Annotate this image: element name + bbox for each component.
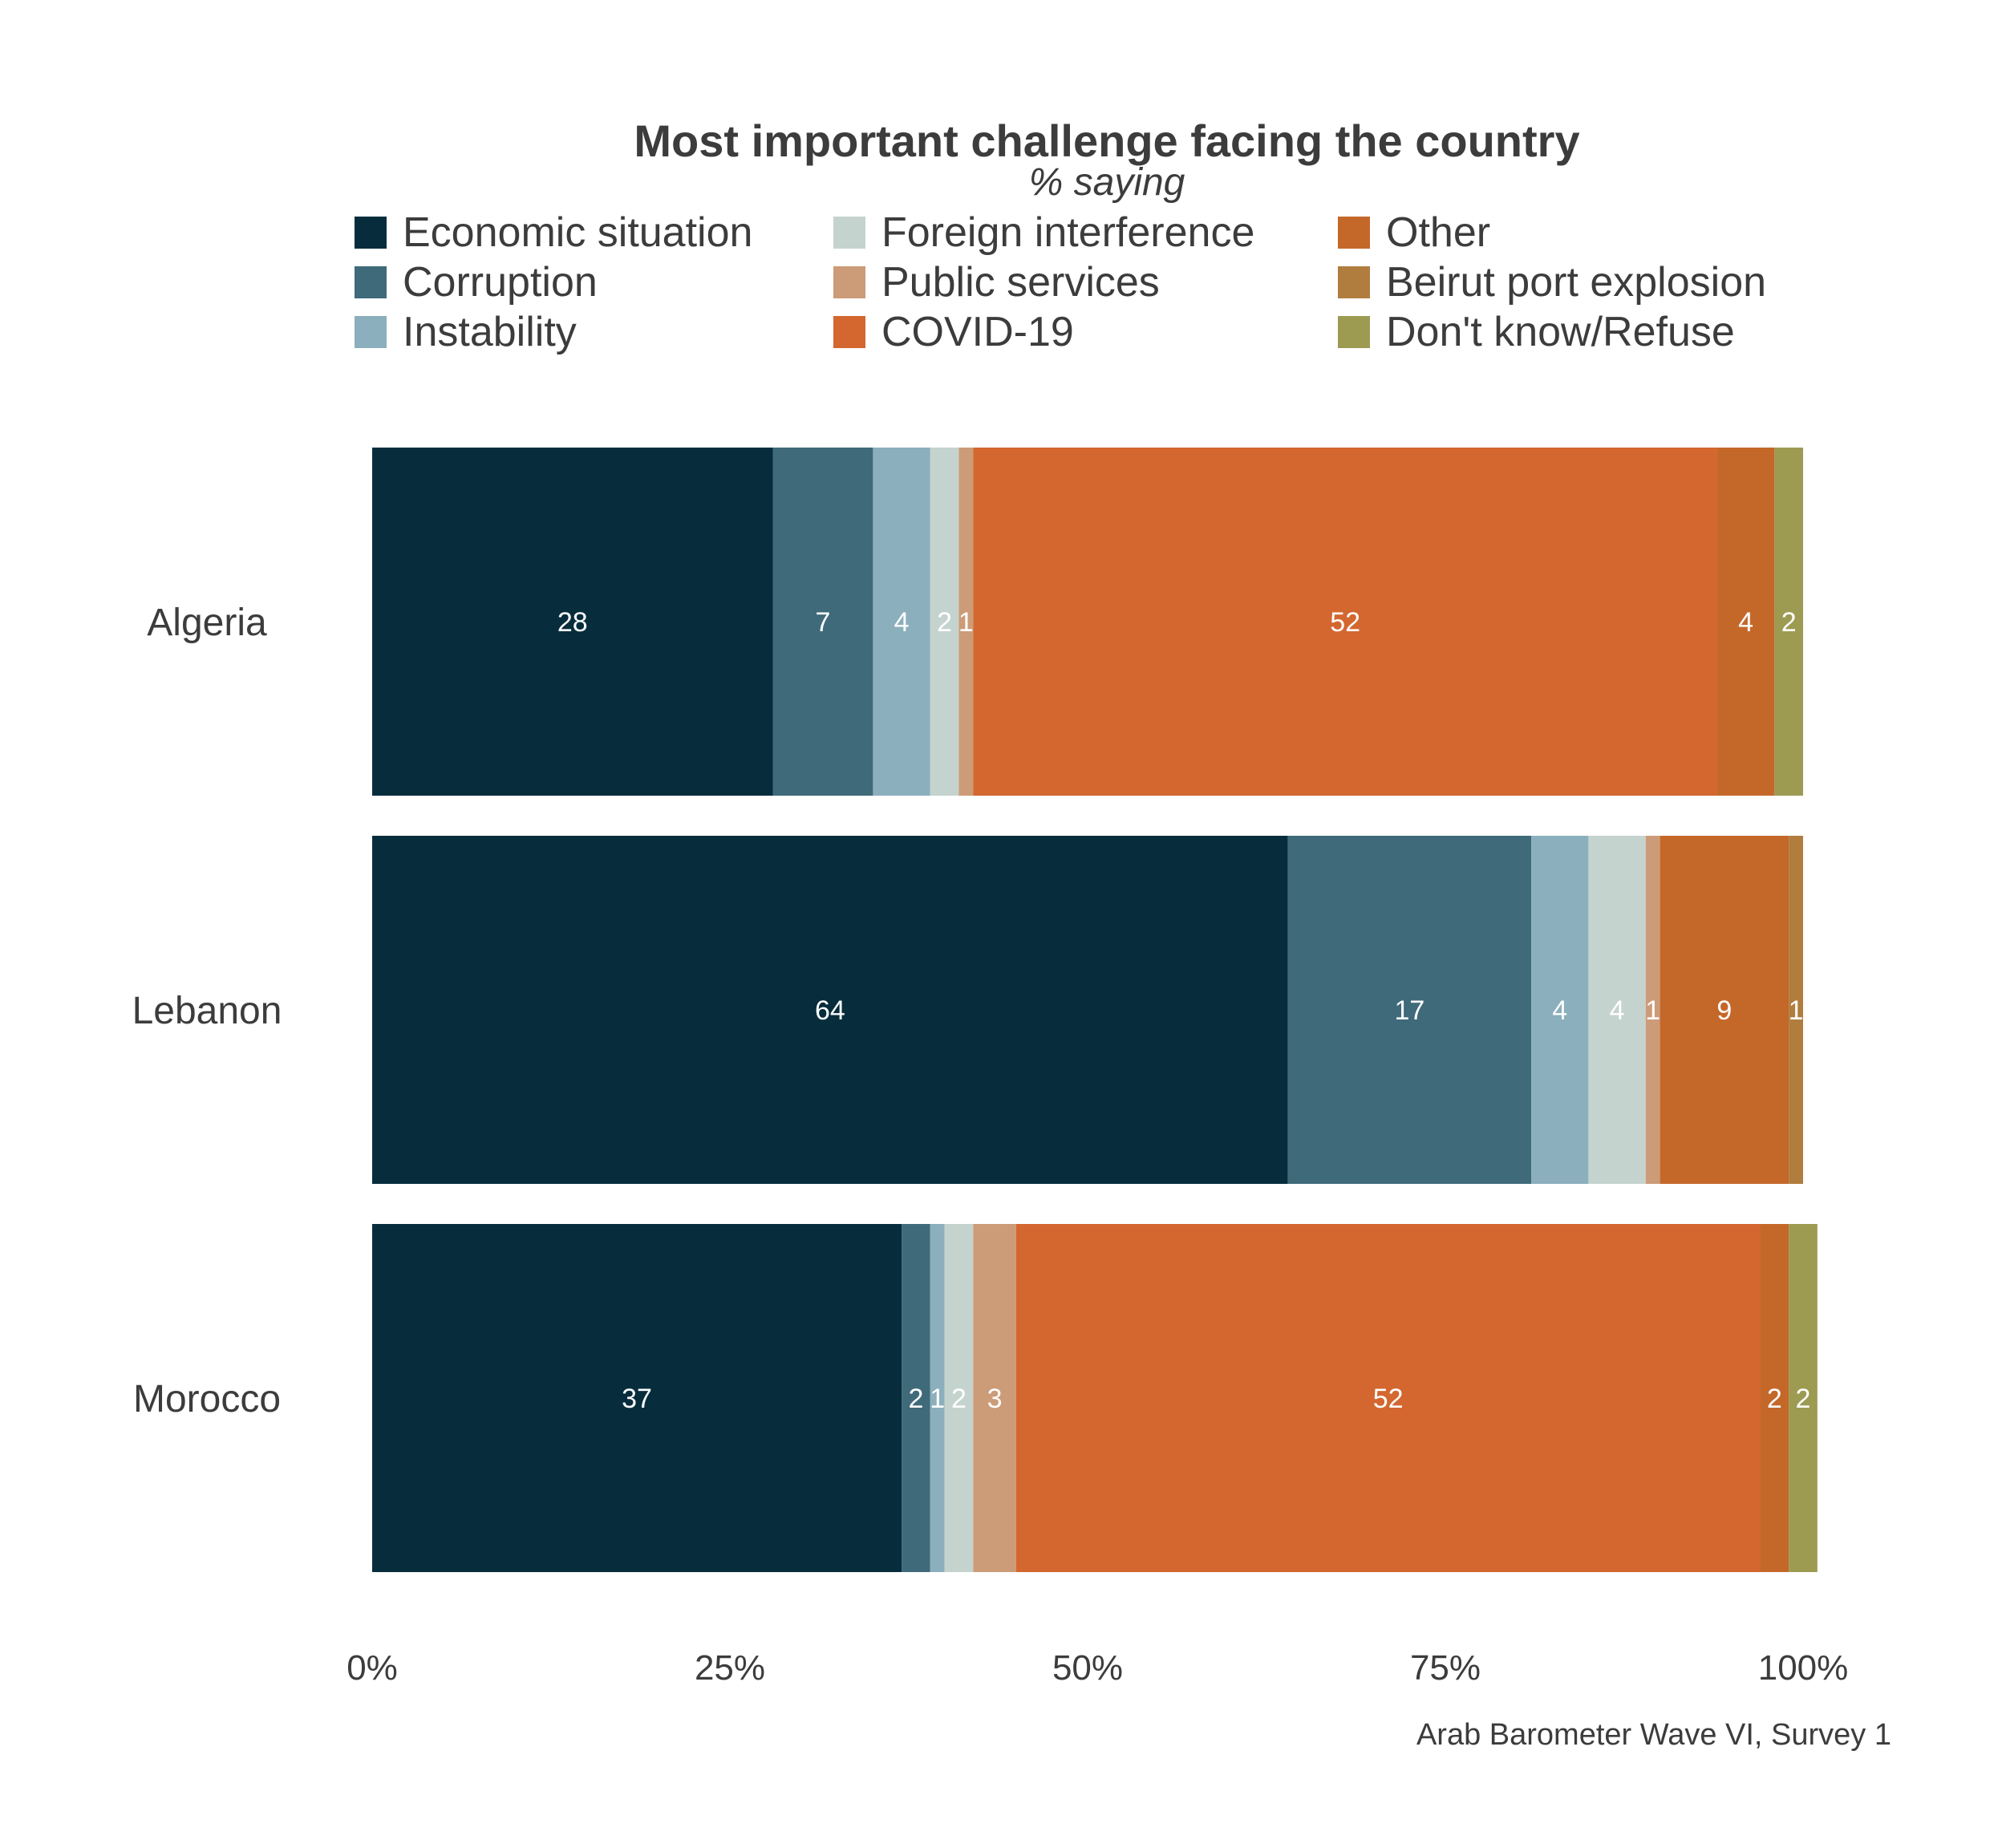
bar-segment-morocco-corruption [902, 1224, 930, 1572]
data-label-morocco-foreign-interference: 2 [951, 1384, 967, 1414]
data-label-algeria-other: 4 [1738, 607, 1753, 638]
x-tick-label: 25% [695, 1648, 765, 1688]
bar-segment-algeria-instability [873, 448, 930, 796]
bar-segment-lebanon-beirut-port-explosion [1789, 836, 1803, 1184]
data-label-lebanon-corruption: 17 [1394, 995, 1424, 1026]
legend-item-beirut-port-explosion: Beirut port explosion [1338, 259, 1766, 306]
data-label-morocco-instability: 1 [930, 1384, 945, 1414]
legend-item-corruption: Corruption [355, 259, 598, 306]
bar-segment-lebanon-foreign-interference [1588, 836, 1646, 1184]
data-label-lebanon-public-services: 1 [1645, 995, 1660, 1026]
legend-swatch [355, 217, 387, 249]
data-label-lebanon-economic-situation: 64 [815, 995, 845, 1026]
bar-segment-morocco-don-t-know-refuse [1789, 1224, 1818, 1572]
legend-swatch [1338, 217, 1370, 249]
data-label-morocco-corruption: 2 [908, 1384, 923, 1414]
bar-segment-morocco-covid-19 [1015, 1224, 1761, 1572]
data-label-algeria-foreign-interference: 2 [937, 607, 952, 638]
data-label-morocco-don-t-know-refuse: 2 [1796, 1384, 1811, 1414]
legend-label: COVID-19 [881, 309, 1074, 355]
data-label-lebanon-beirut-port-explosion: 1 [1789, 995, 1804, 1026]
data-label-lebanon-instability: 4 [1552, 995, 1567, 1026]
category-label-algeria: Algeria [147, 602, 267, 644]
legend-label: Beirut port explosion [1386, 259, 1766, 306]
bar-segment-morocco-foreign-interference [944, 1224, 974, 1572]
bar-segment-morocco-other [1760, 1224, 1789, 1572]
data-label-lebanon-other: 9 [1716, 995, 1732, 1026]
chart-caption: Arab Barometer Wave VI, Survey 1 [1416, 1718, 1891, 1752]
legend-label: Corruption [403, 259, 598, 306]
data-label-morocco-other: 2 [1767, 1384, 1782, 1414]
legend-item-instability: Instability [355, 309, 577, 355]
legend-swatch [355, 316, 387, 348]
bar-segment-morocco-economic-situation [372, 1224, 902, 1572]
bar-segment-lebanon-instability [1531, 836, 1589, 1184]
x-axis: 0% 25% 50% 75% 100% [346, 1648, 1848, 1688]
legend-label: Public services [881, 259, 1160, 306]
data-label-algeria-public-services: 1 [958, 607, 974, 638]
bar-row-morocco: 37 2 1 2 3 52 2 2 [372, 1224, 1818, 1572]
bar-row-algeria: 28 7 4 2 1 52 4 2 [372, 448, 1803, 796]
bar-segment-algeria-covid-19 [973, 448, 1717, 796]
legend-item-other: Other [1338, 209, 1490, 256]
x-tick-label: 75% [1410, 1648, 1481, 1688]
bar-segment-lebanon-economic-situation [372, 836, 1288, 1184]
plot-area: 28 7 4 2 1 52 4 264 17 4 4 1 9 137 2 1 2 3 52 2 2 [372, 448, 1818, 1572]
legend-label: Economic situation [403, 209, 752, 256]
data-label-algeria-don-t-know-refuse: 2 [1781, 607, 1797, 638]
legend-item-economic-situation: Economic situation [355, 209, 752, 256]
bar-row-lebanon: 64 17 4 4 1 9 1 [372, 836, 1804, 1184]
legend-item-don-t-know-refuse: Don't know/Refuse [1338, 309, 1735, 355]
bar-segment-lebanon-other [1660, 836, 1789, 1184]
legend-item-foreign-interference: Foreign interference [833, 209, 1254, 256]
chart-title: Most important challenge facing the coun… [634, 116, 1579, 166]
legend-swatch [833, 316, 865, 348]
bar-segment-algeria-public-services [958, 448, 974, 796]
x-tick-label: 50% [1052, 1648, 1123, 1688]
data-label-lebanon-foreign-interference: 4 [1610, 995, 1625, 1026]
legend-swatch [1338, 266, 1370, 298]
bar-segment-morocco-public-services [973, 1224, 1016, 1572]
legend-swatch [833, 217, 865, 249]
chart-subtitle: % saying [1029, 161, 1185, 204]
legend-item-covid-19: COVID-19 [833, 309, 1074, 355]
data-label-algeria-corruption: 7 [815, 607, 830, 638]
legend-swatch [833, 266, 865, 298]
x-tick-label: 100% [1758, 1648, 1849, 1688]
data-label-algeria-economic-situation: 28 [557, 607, 588, 638]
legend-label: Foreign interference [881, 209, 1254, 256]
data-label-morocco-public-services: 3 [987, 1384, 1003, 1414]
legend-swatch [355, 266, 387, 298]
data-label-morocco-covid-19: 52 [1373, 1384, 1404, 1414]
x-tick-label: 0% [346, 1648, 398, 1688]
bar-segment-algeria-foreign-interference [930, 448, 959, 796]
data-label-algeria-covid-19: 52 [1330, 607, 1360, 638]
data-label-algeria-instability: 4 [894, 607, 910, 638]
category-label-lebanon: Lebanon [132, 990, 282, 1032]
bar-segment-algeria-corruption [772, 448, 873, 796]
bar-segment-algeria-don-t-know-refuse [1774, 448, 1803, 796]
legend-label: Don't know/Refuse [1386, 309, 1735, 355]
legend-label: Other [1386, 209, 1490, 256]
bar-segment-algeria-other [1716, 448, 1775, 796]
bar-segment-lebanon-public-services [1645, 836, 1660, 1184]
category-axis: Algeria Lebanon Morocco [132, 602, 282, 1420]
legend-label: Instability [403, 309, 577, 355]
category-label-morocco: Morocco [133, 1378, 281, 1420]
bar-segment-morocco-instability [930, 1224, 945, 1572]
bar-segment-lebanon-corruption [1287, 836, 1532, 1184]
data-label-morocco-economic-situation: 37 [622, 1384, 652, 1414]
legend-item-public-services: Public services [833, 259, 1160, 306]
bar-segment-algeria-economic-situation [372, 448, 773, 796]
legend-swatch [1338, 316, 1370, 348]
